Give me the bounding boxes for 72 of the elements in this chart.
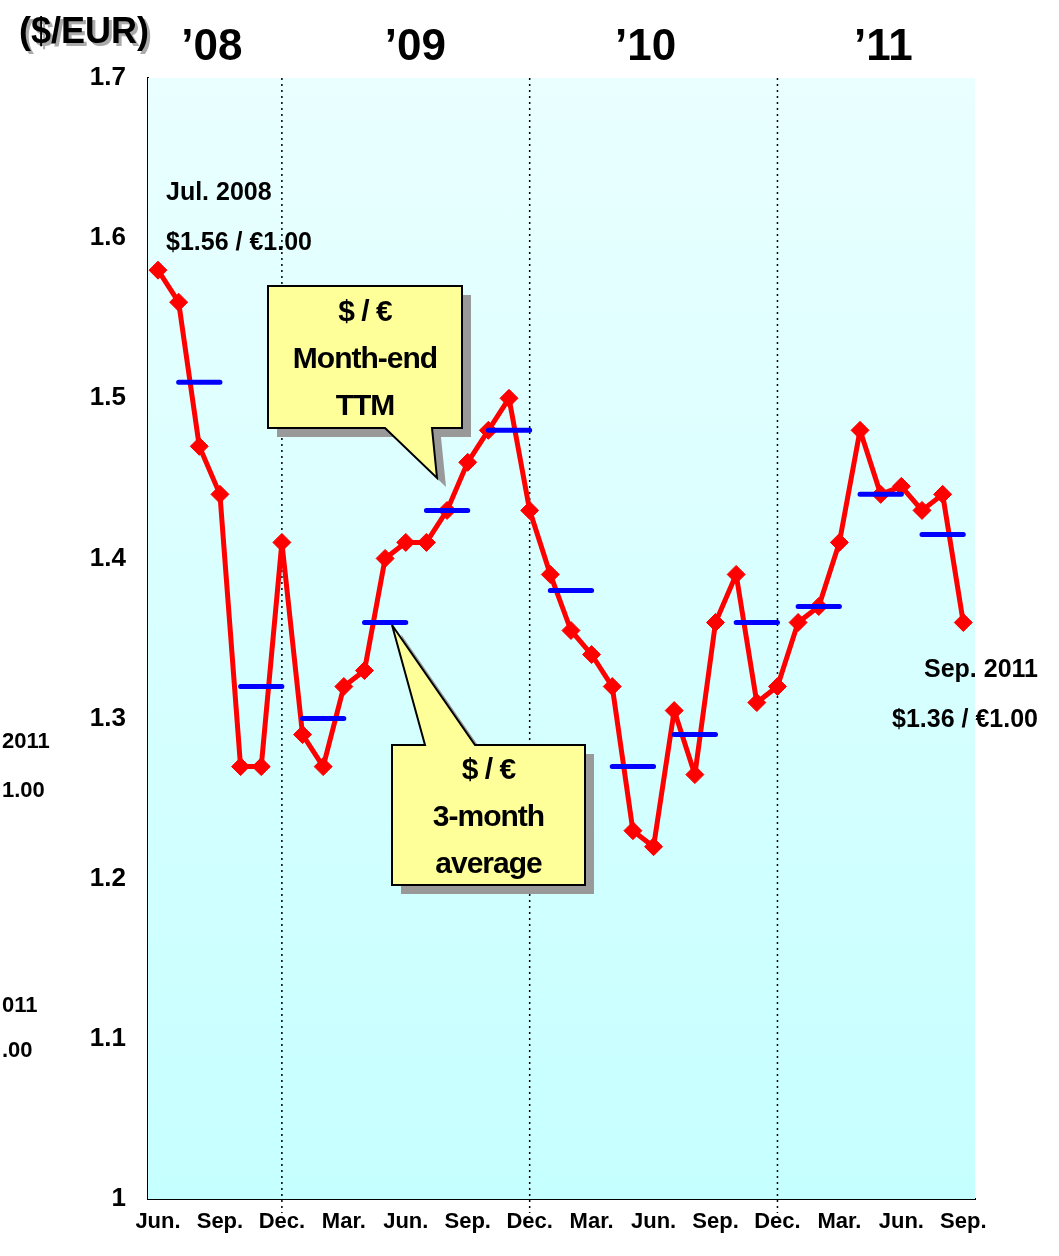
x2-tick-label: ’09 — [384, 19, 446, 69]
point — [416, 532, 436, 552]
text: 2011 — [2, 728, 50, 753]
x-tick-label: Jun. — [630, 1208, 677, 1234]
x-tick-label: Jun. — [383, 1208, 429, 1234]
point — [561, 620, 581, 640]
point — [189, 436, 209, 456]
x-tick-label: Mar. — [321, 1208, 366, 1234]
point — [169, 292, 189, 312]
point — [396, 532, 416, 552]
point — [499, 388, 519, 408]
x-tick-label: Mar. — [817, 1208, 862, 1234]
point — [726, 564, 746, 584]
annotation: $1.36 / €1.00 — [892, 704, 1038, 732]
annotation: Jul. 2008 — [166, 177, 272, 205]
point — [788, 612, 808, 632]
point — [540, 564, 560, 584]
x-tick-label: Sep. — [444, 1208, 491, 1234]
annotation: Sep. 2011 — [924, 654, 1039, 682]
text: $ / € 3-month average — [432, 751, 545, 879]
y-tick-label: 1.2 — [89, 861, 126, 892]
x-tick-label: Dec. — [258, 1208, 306, 1234]
y-tick-label: 1 — [111, 1182, 126, 1213]
y-tick-label: 1.1 — [89, 1022, 126, 1053]
point — [458, 452, 478, 472]
point — [829, 532, 849, 552]
x2-tick-label: ’08 — [181, 19, 243, 69]
point — [933, 484, 953, 504]
text: 1.00 — [2, 777, 45, 802]
point — [582, 645, 602, 665]
text: .00 — [2, 1037, 33, 1062]
point — [334, 677, 354, 697]
y-axis-title: ($/EUR) — [22, 13, 153, 54]
point — [891, 476, 911, 496]
x-tick-label: Jun. — [135, 1208, 181, 1234]
x-tick-label: Sep. — [940, 1208, 987, 1234]
point — [953, 612, 973, 632]
point — [272, 532, 292, 552]
point — [354, 661, 374, 681]
point — [375, 548, 395, 568]
point — [747, 693, 767, 713]
x-tick-label: Dec. — [506, 1208, 553, 1234]
y-tick-label: 1.4 — [89, 541, 127, 572]
annotation: $1.56 / €1.00 — [166, 227, 312, 255]
point — [623, 821, 643, 841]
point — [231, 757, 251, 777]
x-tick-label: Jun. — [878, 1208, 924, 1234]
point — [644, 837, 664, 857]
point — [706, 612, 726, 632]
x-tick-label: Dec. — [754, 1208, 801, 1234]
x-tick-label: Sep. — [692, 1208, 739, 1234]
y-tick-label: 1.5 — [89, 381, 126, 412]
y-tick-label: 1.6 — [89, 221, 126, 252]
point — [293, 725, 313, 745]
x-tick-label: Sep. — [196, 1208, 244, 1234]
point — [313, 757, 333, 777]
x2-tick-label: ’11 — [853, 19, 913, 69]
point — [685, 765, 705, 785]
point — [520, 500, 540, 520]
x-tick-label: Mar. — [569, 1208, 614, 1234]
point — [912, 500, 932, 520]
x2-tick-label: ’10 — [614, 19, 677, 69]
point — [210, 484, 230, 504]
point — [251, 757, 271, 777]
point — [602, 677, 622, 697]
series-label: $ / € Month-end TTM — [292, 293, 438, 421]
y-tick-label: 1.7 — [89, 61, 126, 92]
point — [148, 260, 168, 280]
text: 011 — [2, 992, 38, 1017]
point — [767, 677, 787, 697]
point — [850, 420, 870, 440]
y-tick-label: 1.3 — [89, 701, 126, 732]
